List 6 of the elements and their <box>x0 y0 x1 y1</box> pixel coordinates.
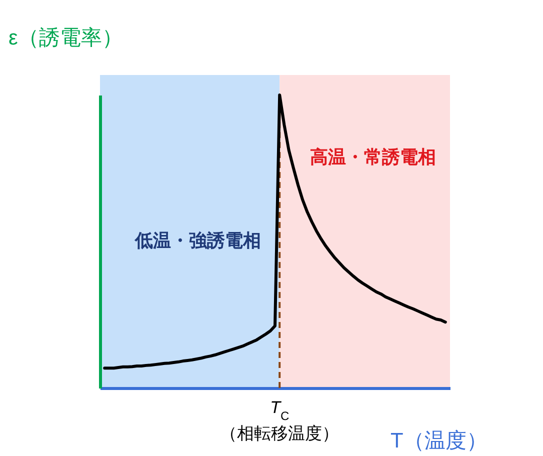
x-axis-title: T（温度） <box>390 430 488 452</box>
annotation: 高温・常誘電相 <box>310 146 436 167</box>
text: （相転移温度） <box>220 424 340 443</box>
text: T$_{C}$ <box>270 398 290 423</box>
y-axis-title: ε（誘電率） <box>8 26 123 50</box>
annotation: 低温・強誘電相 <box>134 230 261 250</box>
